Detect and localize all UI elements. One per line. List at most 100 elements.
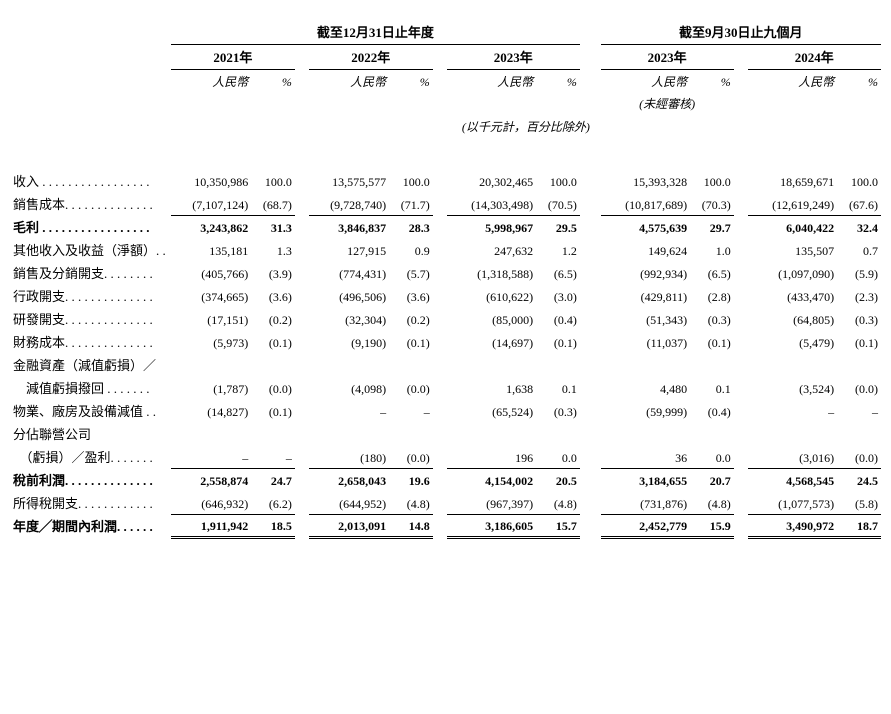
cell: (0.3) — [837, 307, 881, 330]
row-revenue: 收入 . . . . . . . . . . . . . . . . . 10,… — [10, 169, 881, 192]
cell: 4,575,639 — [601, 215, 691, 238]
row-selling: 銷售及分銷開支. . . . . . . . (405,766) (3.9) (… — [10, 261, 881, 284]
cell: – — [389, 399, 433, 422]
cell: 127,915 — [309, 238, 389, 261]
row-impair1-a: 金融資產（減值虧損）／ — [10, 353, 881, 376]
cell: (610,622) — [447, 284, 537, 307]
row-label: 物業、廠房及設備減值 . . — [10, 399, 171, 422]
row-label: 收入 . . . . . . . . . . . . . . . . . — [10, 169, 171, 192]
cell: (11,037) — [601, 330, 691, 353]
row-label: 其他收入及收益（淨額）. . — [10, 238, 171, 261]
table-header-year: 2021年 2022年 2023年 2023年 2024年 — [10, 45, 881, 70]
cell: 24.7 — [251, 468, 295, 491]
cell: 4,568,545 — [748, 468, 838, 491]
cell: (0.4) — [690, 399, 734, 422]
sub-rmb: 人民幣 — [748, 70, 838, 94]
cell: (2.3) — [837, 284, 881, 307]
cell: 1,911,942 — [171, 514, 251, 537]
row-finance: 財務成本. . . . . . . . . . . . . . (5,973) … — [10, 330, 881, 353]
cell: 1,638 — [447, 376, 537, 399]
cell: (5,479) — [748, 330, 838, 353]
row-label: 稅前利潤. . . . . . . . . . . . . . — [10, 468, 171, 491]
cell: (0.1) — [251, 399, 295, 422]
cell: (6.2) — [251, 491, 295, 514]
row-net: 年度╱期間內利潤. . . . . . 1,911,942 18.5 2,013… — [10, 514, 881, 537]
cell: 18,659,671 — [748, 169, 838, 192]
row-label: （虧損）／盈利. . . . . . . — [10, 445, 171, 468]
table-header-unaudited: (未經審核) — [10, 93, 881, 114]
cell: 36 — [601, 445, 691, 468]
cell: (0.3) — [536, 399, 580, 422]
table-header-unit: (以千元計，百分比除外) — [10, 114, 881, 147]
cell: – — [309, 399, 389, 422]
cell: – — [251, 445, 295, 468]
cell: (0.2) — [389, 307, 433, 330]
cell: 3,186,605 — [447, 514, 537, 537]
cell: (1,787) — [171, 376, 251, 399]
cell: (6.5) — [690, 261, 734, 284]
cell: (405,766) — [171, 261, 251, 284]
cell: 31.3 — [251, 215, 295, 238]
cell: (433,470) — [748, 284, 838, 307]
cell: (0.2) — [251, 307, 295, 330]
cell: (429,811) — [601, 284, 691, 307]
header-2021: 2021年 — [171, 45, 295, 70]
cell: – — [748, 399, 838, 422]
cell: 20,302,465 — [447, 169, 537, 192]
cell: (644,952) — [309, 491, 389, 514]
cell: 196 — [447, 445, 537, 468]
sub-pct: % — [536, 70, 580, 94]
cell: 0.1 — [536, 376, 580, 399]
cell: (0.1) — [690, 330, 734, 353]
cell: (71.7) — [389, 192, 433, 215]
cell: (12,619,249) — [748, 192, 838, 215]
cell: 19.6 — [389, 468, 433, 491]
cell: 0.1 — [690, 376, 734, 399]
cell: 0.9 — [389, 238, 433, 261]
cell: 15,393,328 — [601, 169, 691, 192]
table-header-group: 截至12月31日止年度 截至9月30日止九個月 — [10, 20, 881, 45]
cell: (0.3) — [690, 307, 734, 330]
table-header-sub: 人民幣 % 人民幣 % 人民幣 % 人民幣 % 人民幣 % — [10, 70, 881, 94]
cell: 20.5 — [536, 468, 580, 491]
cell: (1,077,573) — [748, 491, 838, 514]
cell: – — [171, 445, 251, 468]
row-pbt: 稅前利潤. . . . . . . . . . . . . . 2,558,87… — [10, 468, 881, 491]
unit-note: (以千元計，百分比除外) — [171, 114, 881, 147]
cell: 4,154,002 — [447, 468, 537, 491]
row-label: 銷售成本. . . . . . . . . . . . . . — [10, 192, 171, 215]
cell: (4.8) — [536, 491, 580, 514]
sub-rmb: 人民幣 — [309, 70, 389, 94]
row-gross: 毛利 . . . . . . . . . . . . . . . . . 3,2… — [10, 215, 881, 238]
cell: 15.9 — [690, 514, 734, 537]
cell: (3.9) — [251, 261, 295, 284]
sub-rmb: 人民幣 — [171, 70, 251, 94]
cell: 135,181 — [171, 238, 251, 261]
cell: 2,558,874 — [171, 468, 251, 491]
cell: 24.5 — [837, 468, 881, 491]
cell: (14,827) — [171, 399, 251, 422]
cell: (967,397) — [447, 491, 537, 514]
cell: (9,728,740) — [309, 192, 389, 215]
cell: 29.7 — [690, 215, 734, 238]
header-group-2: 截至9月30日止九個月 — [601, 20, 881, 45]
cell: 1.2 — [536, 238, 580, 261]
cell: 4,480 — [601, 376, 691, 399]
row-impair1-b: 減值虧損撥回 . . . . . . . (1,787) (0.0) (4,09… — [10, 376, 881, 399]
cell: 2,658,043 — [309, 468, 389, 491]
cell: (9,190) — [309, 330, 389, 353]
cell: 13,575,577 — [309, 169, 389, 192]
cell: (17,151) — [171, 307, 251, 330]
cell: (0.0) — [837, 376, 881, 399]
cell: 20.7 — [690, 468, 734, 491]
cell: (496,506) — [309, 284, 389, 307]
cell: (0.1) — [251, 330, 295, 353]
cell: 100.0 — [837, 169, 881, 192]
sub-rmb: 人民幣 — [447, 70, 537, 94]
cell: (70.5) — [536, 192, 580, 215]
cell: 247,632 — [447, 238, 537, 261]
row-label: 行政開支. . . . . . . . . . . . . . — [10, 284, 171, 307]
cell: 135,507 — [748, 238, 838, 261]
cell: 3,243,862 — [171, 215, 251, 238]
cell: (67.6) — [837, 192, 881, 215]
